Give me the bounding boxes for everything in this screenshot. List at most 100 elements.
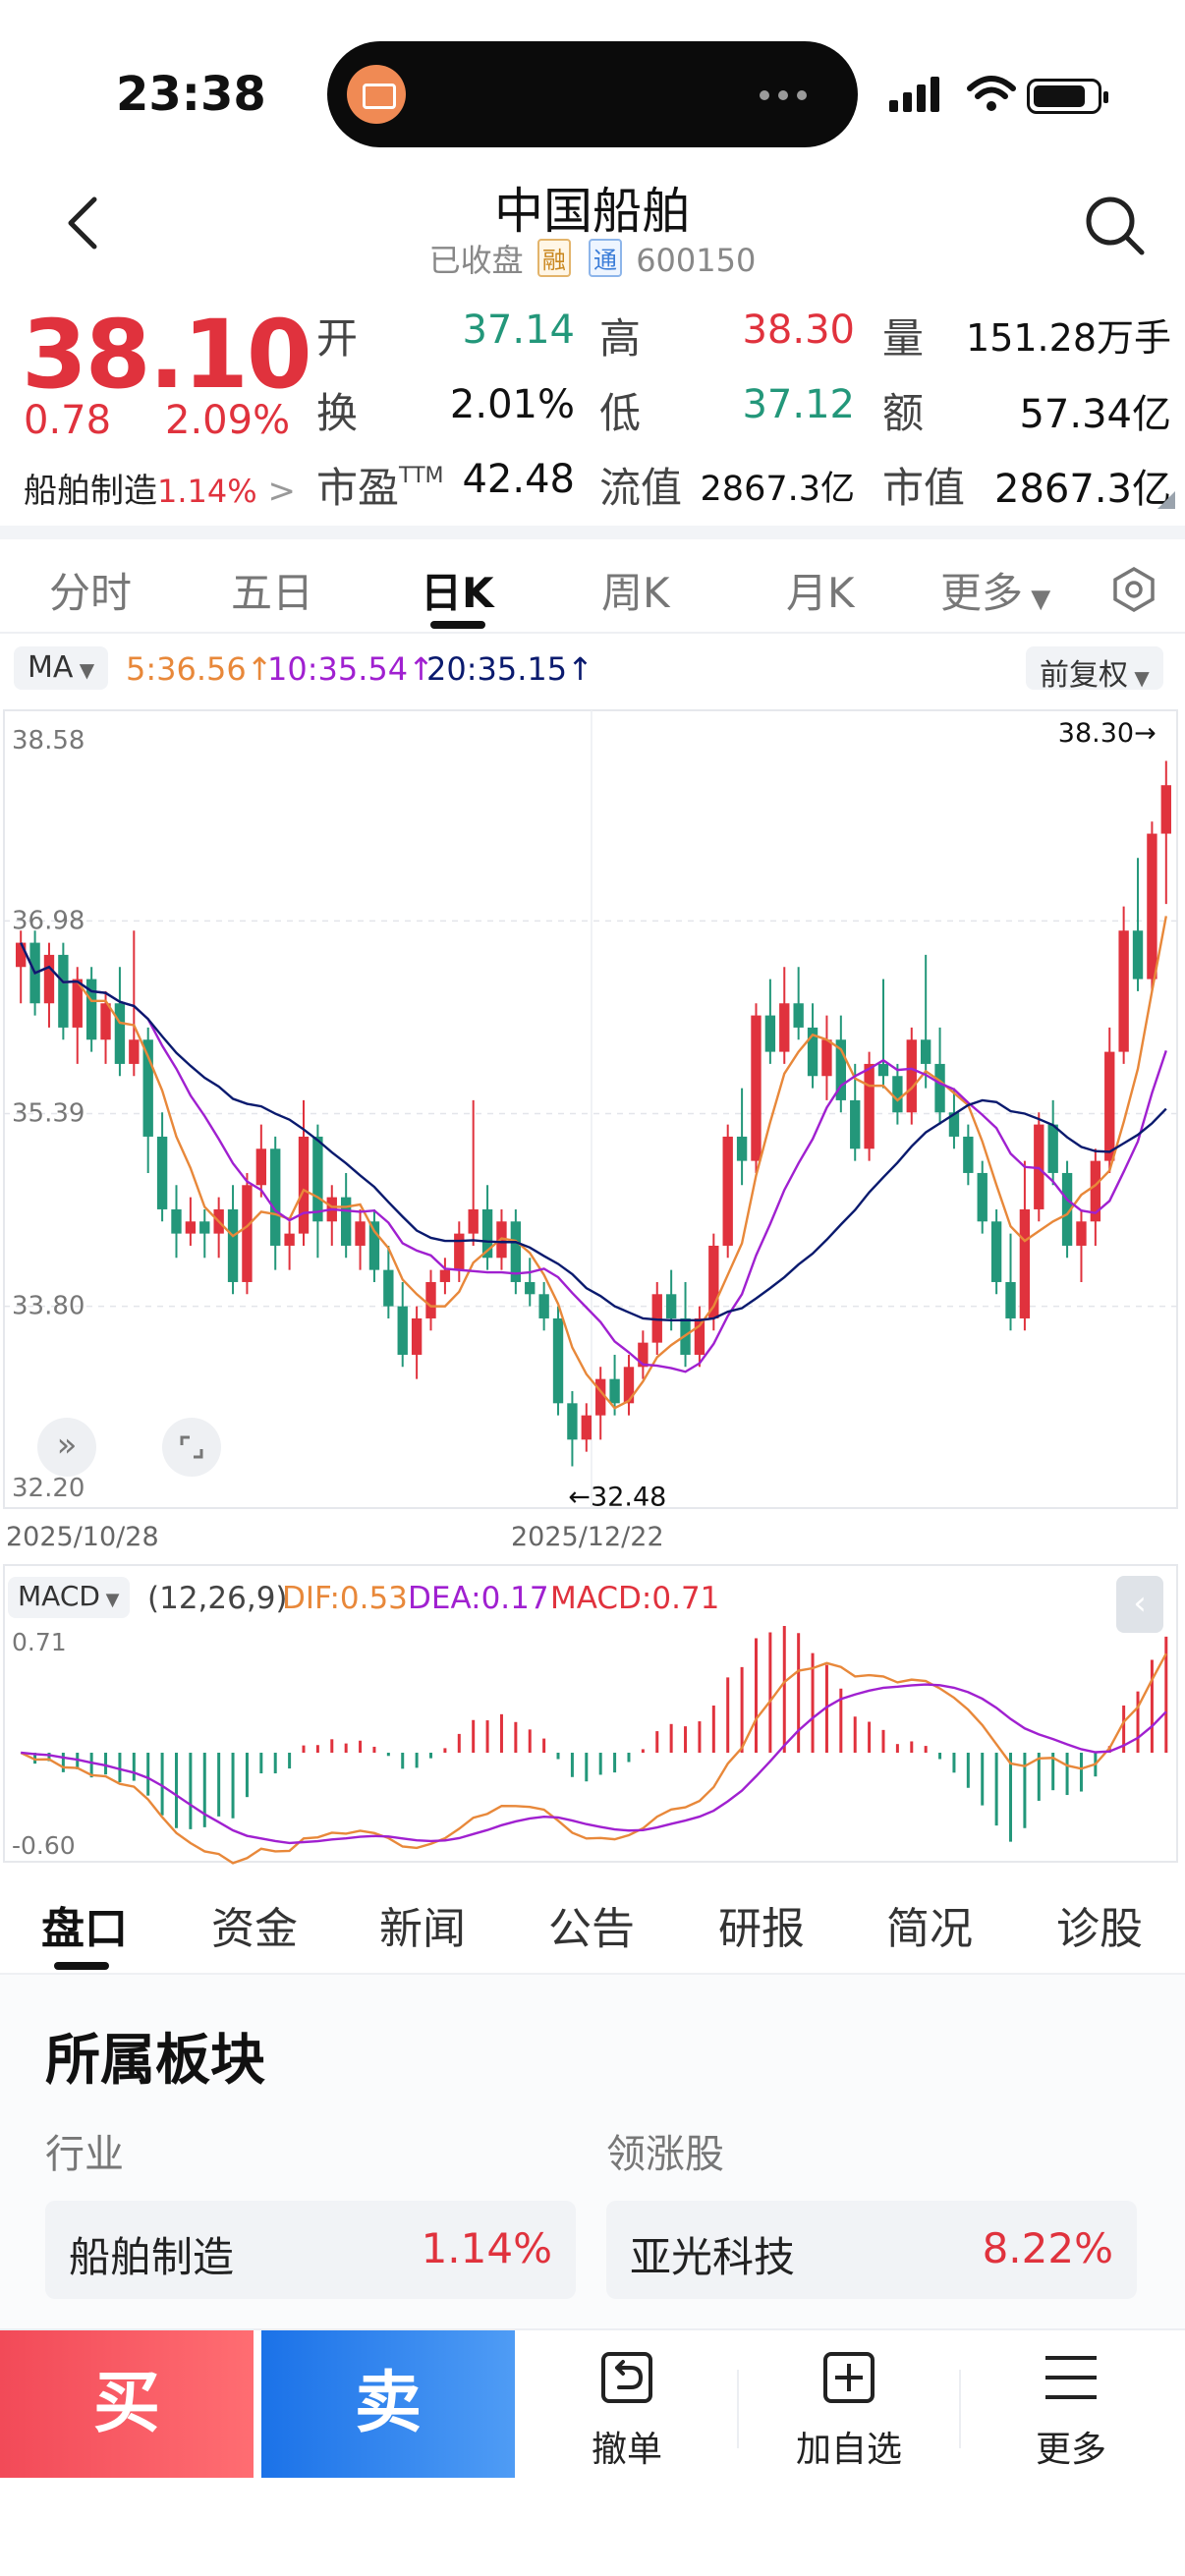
candle-body [1047,1124,1058,1173]
y-tick-label: 36.98 [12,906,85,935]
candle-body [934,1063,945,1113]
high-value: 38.30 [742,308,855,353]
price-change-pct: 2.09% [165,398,291,443]
leader-card[interactable]: 亚光科技 8.22% [606,2201,1137,2299]
add-watchlist-button[interactable]: 加自选 [751,2330,947,2478]
tab-profile[interactable]: 简况 [886,1904,973,1954]
collapse-panel-button[interactable]: ‹ [1116,1576,1163,1633]
search-icon[interactable] [1081,192,1150,260]
wifi-icon [967,76,1016,111]
candle-body [199,1221,210,1234]
sector-panel: 所属板块 行业 领涨股 船舶制造 1.14% 亚光科技 8.22% [0,1975,1185,2328]
macd-selector[interactable]: MACD ▼ [8,1577,130,1618]
more-menu-button[interactable]: 更多 [973,2330,1169,2478]
candle-body [638,1342,649,1368]
tab-order-book[interactable]: 盘口 [41,1904,128,1954]
candle-body [850,1099,861,1149]
kline-chart[interactable]: 0.71 -0.60 38.58 36.98 35.39 33.80 32.20 2025/… [0,702,1185,1872]
tab-research[interactable]: 研报 [718,1904,805,1954]
candle-body [439,1269,451,1282]
battery-icon [1027,79,1108,114]
bottom-action-bar: 买 卖 撤单 加自选 更多 [0,2328,1185,2576]
candle-body [821,1039,832,1077]
tab-diagnosis[interactable]: 诊股 [1056,1904,1143,1954]
candle-body [835,1039,847,1100]
tab-more[interactable]: 更多 ▼ [940,569,1051,617]
candle-body [1160,785,1171,834]
candle-body [764,1015,776,1052]
industry-card[interactable]: 船舶制造 1.14% [45,2201,576,2299]
open-value: 37.14 [462,308,575,353]
candle-body [255,1148,267,1186]
candle-body [779,1003,790,1052]
fullscreen-button[interactable] [162,1418,221,1477]
cancel-order-label: 撤单 [591,2430,662,2470]
candle-body [877,1063,889,1077]
buy-button[interactable]: 买 [0,2330,254,2478]
tab-daily-k[interactable]: 日K [421,569,494,617]
tab-five-day[interactable]: 五日 [231,569,314,617]
macd-legend: MACD ▼ (12,26,9) DIF:0.53 DEA:0.17 MACD:… [0,1576,1185,1633]
candle-body [397,1306,408,1355]
expand-left-button[interactable]: » [37,1418,96,1477]
nav-header: 中国船舶 已收盘 融 通 600150 [0,172,1185,280]
macd-y-top-label: 0.71 [12,1628,67,1656]
sell-button[interactable]: 卖 [261,2330,515,2478]
candle-body [609,1378,620,1404]
dynamic-island[interactable] [327,41,858,147]
leader-label: 领涨股 [606,2132,724,2177]
divider [737,2370,739,2448]
candle-body [906,1039,917,1113]
candle-body [284,1233,295,1246]
sector-link[interactable]: 船舶制造1.14% > [24,472,296,511]
divider [0,1973,1185,1975]
kline-svg[interactable]: 0.71 -0.60 38.58 36.98 35.39 33.80 32.20 2025/… [0,702,1185,1872]
ma5-value: 5:36.56↑ [126,650,273,688]
connect-tag: 通 [589,239,623,277]
candle-body [1076,1221,1087,1246]
tab-monthly-k[interactable]: 月K [786,569,855,617]
candle-body [708,1245,719,1318]
stock-name: 中国船舶 [494,183,691,240]
candle-body [552,1317,564,1404]
candle-body [990,1221,1002,1282]
candle-body [722,1136,733,1246]
candle-body [736,1136,748,1161]
tab-news[interactable]: 新闻 [379,1904,466,1954]
dif-line [20,1652,1167,1865]
cancel-order-button[interactable]: 撤单 [529,2330,725,2478]
candle-body [510,1221,522,1282]
float-cap-label: 流值 [599,464,683,512]
candle-body [171,1208,182,1234]
divider [0,526,1185,539]
ma-selector[interactable]: MA ▼ [14,646,109,690]
candle-body [1034,1124,1044,1209]
ma20-value: 20:35.15↑ [426,650,593,688]
back-arrow-icon[interactable] [57,194,116,252]
candle-body [1090,1160,1101,1222]
candle-body [425,1281,436,1318]
leader-pct: 8.22% [982,2224,1113,2272]
tab-announcements[interactable]: 公告 [548,1904,635,1954]
candle-body [100,1003,111,1040]
chart-settings-icon[interactable] [1110,566,1157,613]
candle-body [1005,1281,1016,1318]
candle-body [963,1136,974,1173]
adjust-selector[interactable]: 前复权 ▼ [1026,646,1163,693]
macd-y-bottom-label: -0.60 [12,1831,76,1860]
sector-pct: 1.14% [157,473,257,510]
turnover-label: 换 [316,389,359,437]
low-marker-label: ←32.48 [568,1482,666,1512]
tab-weekly-k[interactable]: 周K [601,569,670,617]
candle-body [793,1003,804,1028]
macd-value: MACD:0.71 [550,1581,720,1616]
candle-body [651,1294,662,1343]
macd-frame [3,1564,1178,1863]
info-tabs: 盘口 资金 新闻 公告 研报 简况 诊股 [0,1881,1185,1975]
candle-body [43,954,55,1004]
expand-corner-icon[interactable] [1157,491,1175,509]
tab-funds[interactable]: 资金 [211,1904,298,1954]
candle-body [1132,930,1144,980]
tab-intraday[interactable]: 分时 [49,569,133,617]
more-dots-icon [760,90,818,100]
